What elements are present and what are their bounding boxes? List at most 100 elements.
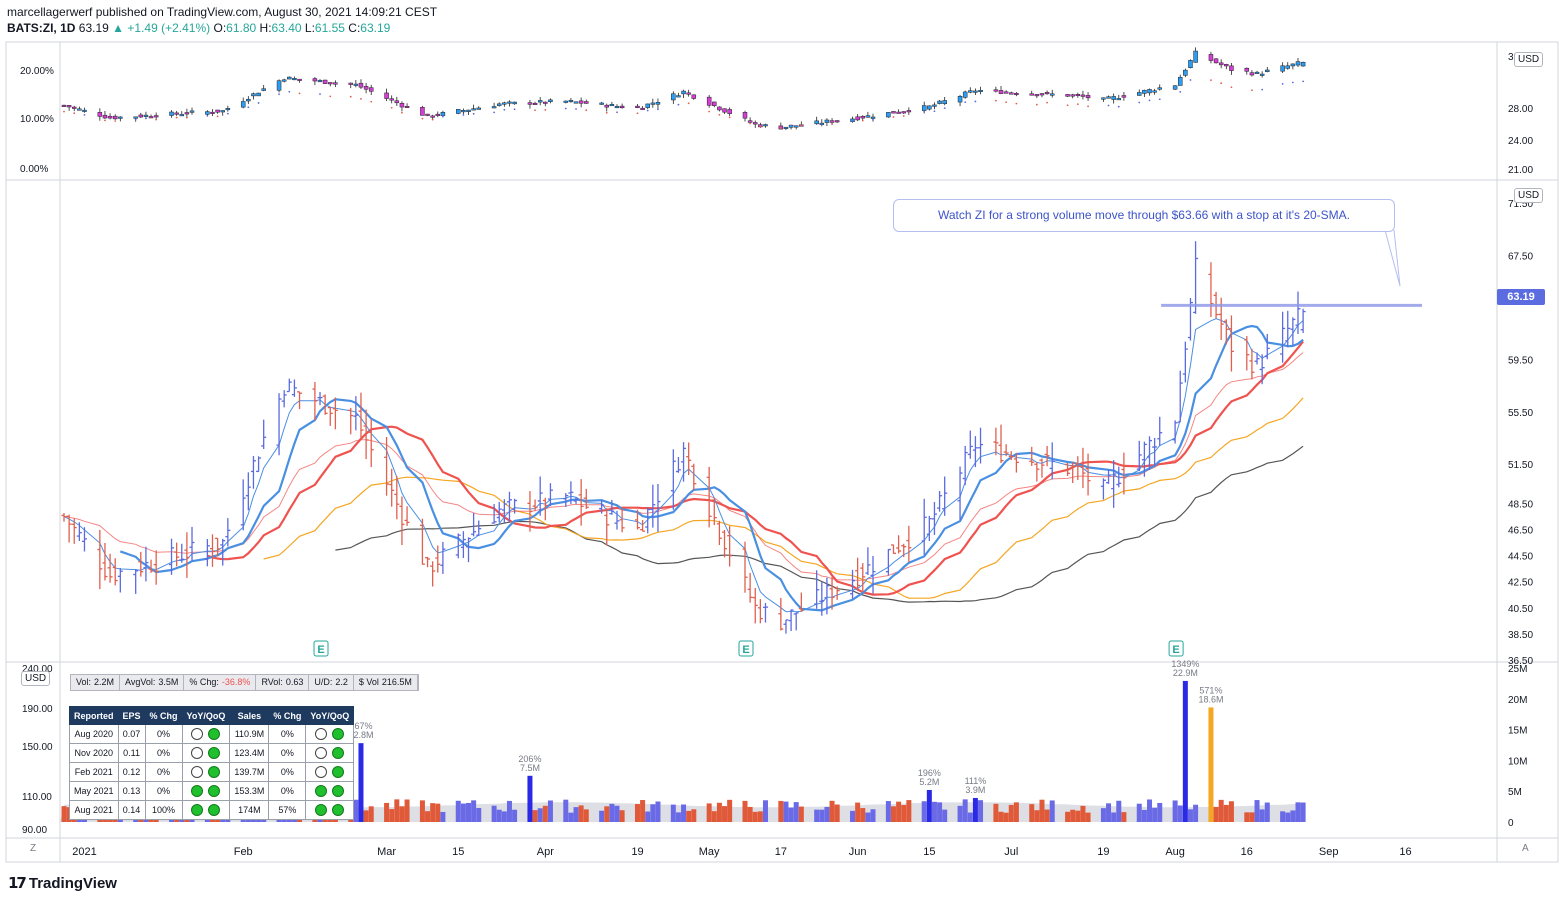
rs-candle — [1014, 93, 1019, 96]
rs-candle — [399, 103, 405, 108]
rs-candle — [430, 115, 435, 118]
rs-candle — [502, 102, 507, 105]
rs-candle — [932, 104, 937, 107]
rs-candle — [824, 119, 830, 123]
rs-candle — [118, 116, 123, 119]
rs-candle — [440, 112, 446, 116]
rs-line-dot — [1066, 104, 1069, 107]
volume-bar — [978, 800, 984, 822]
rs-line-dot — [513, 108, 516, 111]
footer-brand[interactable]: 17 TradingView — [8, 874, 117, 892]
volume-bar — [890, 806, 896, 822]
volume-bar — [394, 799, 400, 822]
rs-line-dot — [472, 112, 475, 115]
rs-line-dot — [1281, 82, 1284, 85]
price-pane-currency[interactable]: USD — [1514, 188, 1544, 203]
auto-scale-button[interactable]: A — [1522, 843, 1529, 854]
rs-candle — [870, 116, 876, 119]
rs-candle — [1065, 94, 1070, 97]
high-value: 63.40 — [271, 21, 302, 35]
volume-bar — [614, 805, 620, 822]
time-tick-label: Sep — [1319, 846, 1339, 858]
time-tick-label: 16 — [1399, 846, 1411, 858]
rs-candle — [179, 114, 185, 117]
rs-candle — [66, 105, 72, 108]
stat-5: $ Vol 216.5M — [354, 675, 418, 690]
rs-candle — [855, 116, 860, 121]
rs-line-dot — [831, 122, 833, 125]
volume-bar — [1136, 803, 1142, 822]
volume-bar — [532, 810, 538, 822]
rs-line-dot — [892, 116, 895, 118]
rs-candle — [496, 103, 502, 106]
time-tick-label: Aug — [1165, 846, 1185, 858]
volume-bar — [1280, 811, 1286, 822]
earnings-marker-label: E — [742, 644, 749, 656]
chart-note[interactable]: Watch ZI for a strong volume move throug… — [893, 199, 1395, 232]
volume-bar — [501, 811, 507, 822]
sma-21-line — [207, 340, 1304, 596]
rs-candle — [348, 82, 353, 85]
zoom-button[interactable]: Z — [30, 843, 37, 854]
volume-bar — [906, 800, 912, 822]
rs-candle — [1049, 93, 1055, 96]
rs-candle — [537, 100, 543, 103]
rs-candle — [942, 100, 947, 105]
rs-line-dot — [1220, 82, 1223, 85]
table-row: May 2021 0.13 0% 153.3M 0% — [69, 781, 355, 801]
volume-bar — [650, 804, 656, 822]
top-pane-currency[interactable]: USD — [1514, 52, 1544, 67]
time-tick-label: Apr — [537, 846, 554, 858]
rs-candle — [1111, 96, 1116, 100]
status-dot-icon — [208, 747, 221, 759]
volume-bar — [824, 806, 830, 822]
rs-candle — [712, 101, 717, 106]
vol-left-tick: 110.00 — [22, 792, 52, 803]
volume-bar — [1300, 802, 1306, 822]
symbol-name[interactable]: BATS:ZI, 1D — [7, 21, 76, 35]
rs-line-dot — [1148, 99, 1151, 102]
rs-line-dot — [462, 114, 465, 116]
vol-left-tick: 190.00 — [22, 704, 53, 715]
volume-pane-currency[interactable]: USD — [21, 671, 51, 686]
vol-left-tick: 90.00 — [22, 825, 47, 836]
rs-candle — [363, 86, 369, 90]
rs-line-dot — [687, 102, 690, 105]
rs-candle — [174, 112, 179, 115]
volume-bar — [998, 811, 1004, 822]
volume-annotation-pct: 1349% — [1171, 659, 1199, 669]
volume-bar — [1111, 812, 1117, 822]
rs-candle — [609, 104, 615, 107]
rs-right-tick: 24.00 — [1508, 136, 1533, 147]
rs-tick-label: 10.00% — [20, 114, 54, 125]
rs-candle — [937, 100, 942, 104]
volume-bar — [1141, 809, 1147, 822]
volume-bar — [568, 812, 574, 822]
rs-candle — [476, 107, 481, 110]
rs-line-dot — [442, 115, 444, 118]
rs-line-dot — [994, 99, 997, 102]
rs-candle — [138, 114, 144, 118]
vol-left-tick: 150.00 — [22, 742, 53, 753]
rs-candle — [998, 90, 1004, 94]
rs-line-dot — [1117, 105, 1120, 108]
volume-bar — [1049, 800, 1055, 822]
rs-candle — [783, 126, 789, 129]
rs-candle — [973, 90, 978, 93]
volume-bar — [865, 812, 871, 822]
rs-candle — [169, 111, 174, 116]
earnings-header-4: Sales — [229, 706, 270, 725]
rs-line-dot — [575, 108, 577, 110]
volume-bar — [496, 809, 502, 822]
rs-candle — [650, 102, 656, 105]
price-change: +1.49 (+2.41%) — [127, 21, 211, 35]
status-dot-icon — [191, 804, 204, 816]
chart-frame — [5, 41, 1559, 863]
status-dot-icon — [208, 766, 221, 778]
rs-line-dot — [605, 111, 608, 114]
rs-line-dot — [349, 95, 352, 98]
rs-candle — [1295, 61, 1301, 66]
rs-candle — [297, 78, 302, 81]
rs-line-dot — [708, 110, 711, 113]
